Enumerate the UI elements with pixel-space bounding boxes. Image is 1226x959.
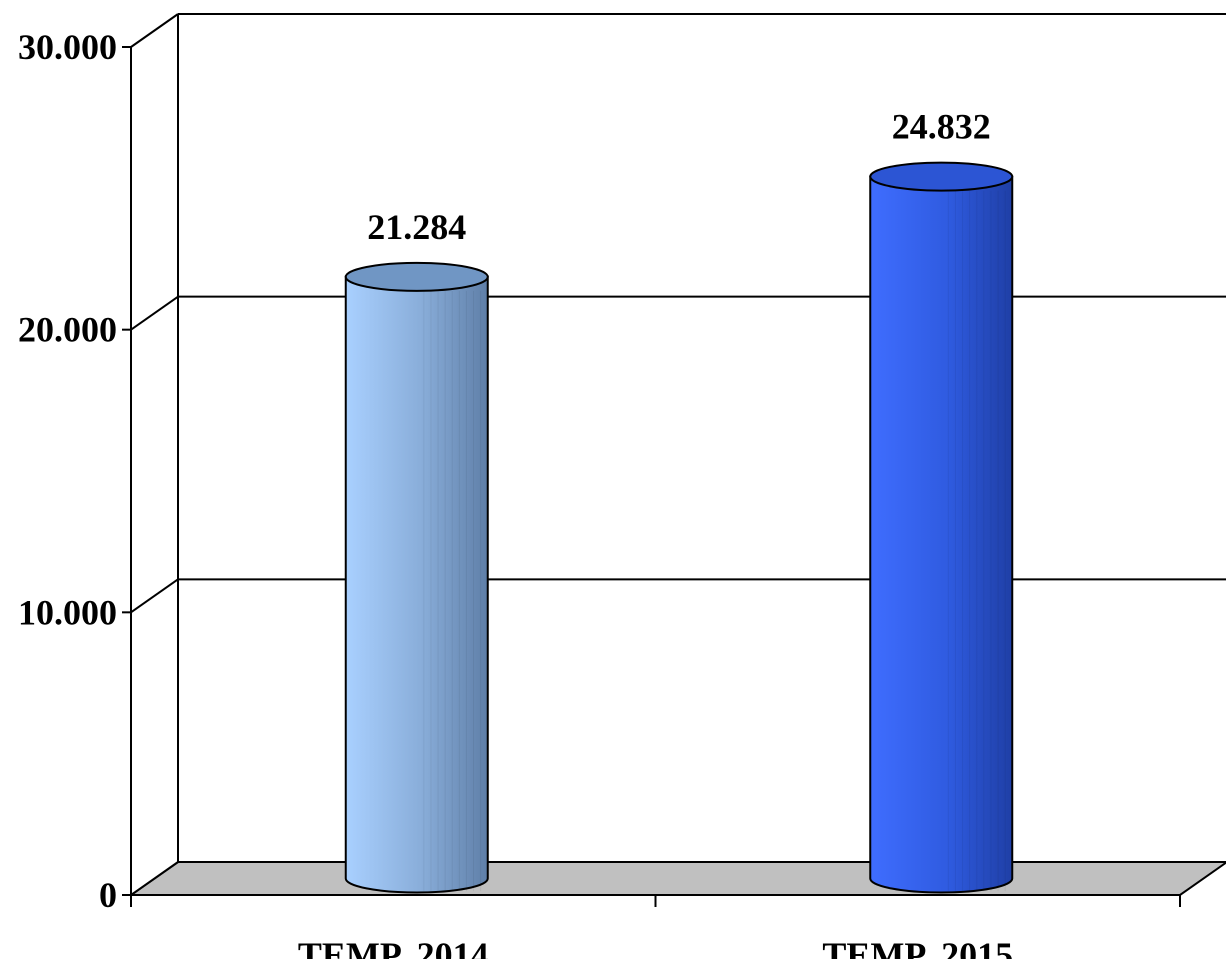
data-label: 24.832 bbox=[892, 107, 991, 147]
side-gridline bbox=[130, 578, 179, 614]
bar-0 bbox=[344, 261, 489, 894]
bar-top bbox=[344, 261, 489, 292]
bar-body bbox=[869, 175, 1014, 894]
bar-top bbox=[869, 161, 1014, 192]
bar-1 bbox=[869, 161, 1014, 894]
side-wall bbox=[131, 14, 178, 895]
x-category-label: TEMP. 2015 bbox=[822, 935, 1013, 959]
bar-body bbox=[344, 275, 489, 894]
y-tick-label: 0 bbox=[99, 875, 117, 915]
back-wall bbox=[178, 14, 1226, 862]
y-tick-label: 30.000 bbox=[18, 27, 117, 67]
side-gridline bbox=[130, 295, 179, 331]
chart-floor bbox=[127, 861, 1226, 896]
data-label: 21.284 bbox=[367, 207, 466, 247]
side-gridline bbox=[130, 13, 179, 48]
side-gridline bbox=[130, 861, 179, 896]
y-tick-label: 10.000 bbox=[18, 592, 117, 632]
x-category-label: TEMP. 2014 bbox=[298, 935, 489, 959]
y-tick-label: 20.000 bbox=[18, 310, 117, 350]
